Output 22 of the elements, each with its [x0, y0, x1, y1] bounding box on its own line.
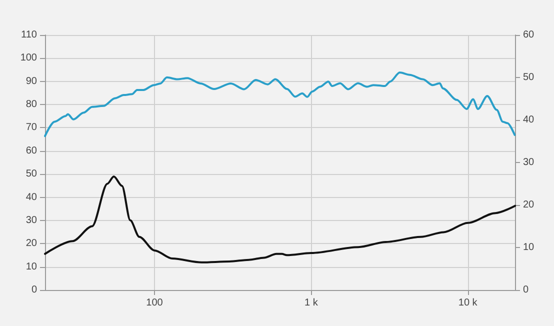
- y2-tick-label: 60: [523, 30, 535, 40]
- y2-tick-label: 10: [523, 242, 535, 253]
- y-tick-label: 40: [26, 192, 38, 203]
- y2-tick-label: 30: [523, 157, 535, 168]
- y-tick-label: 20: [26, 238, 38, 250]
- y-tick-label: 90: [26, 76, 38, 87]
- x-tick-label: 100: [146, 298, 164, 308]
- y-tick-label: 70: [26, 122, 38, 134]
- y2-tick-label: 20: [523, 200, 535, 210]
- y2-tick-label: 40: [523, 114, 535, 126]
- y2-tick-label: 0: [523, 284, 529, 296]
- y-tick-label: 10: [26, 261, 38, 272]
- x-tick-label: 1 k: [304, 298, 319, 308]
- y-tick-label: 100: [20, 52, 38, 64]
- y2-tick-label: 50: [523, 72, 535, 83]
- y-tick-label: 50: [26, 168, 38, 180]
- x-tick-label: 10 k: [458, 298, 478, 308]
- y-tick-label: 60: [26, 145, 38, 156]
- y-tick-label: 80: [26, 99, 38, 110]
- y-tick-label: 30: [26, 214, 38, 226]
- y-tick-label: 0: [31, 284, 38, 296]
- y-tick-label: 110: [21, 30, 38, 40]
